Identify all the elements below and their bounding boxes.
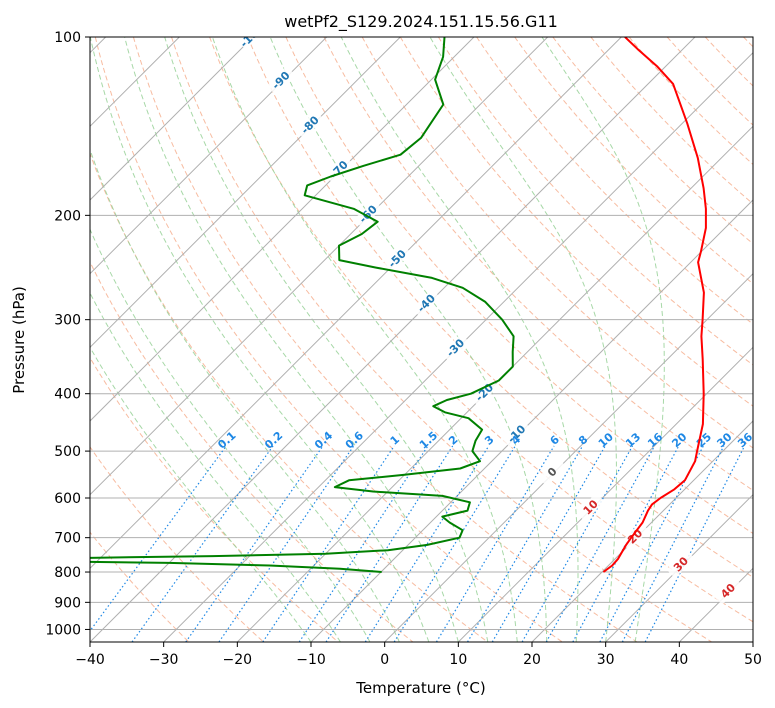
y-tick-label: 200 [54,208,81,224]
isotherm-line [753,37,775,642]
y-tick-label: 100 [54,30,81,46]
y-axis: 100 200 300 400 500 600 700 800 900 1000 [45,30,90,638]
x-axis: −40 −30 −20 −10 0 10 20 30 40 50 [75,642,762,668]
x-tick-label: −40 [75,652,105,668]
y-tick-label: 400 [54,387,81,403]
y-tick-label: 300 [54,313,81,329]
y-tick-label: 900 [54,595,81,611]
y-tick-label: 700 [54,531,81,547]
plot-background [90,37,753,642]
y-tick-label: 1000 [45,622,81,638]
x-tick-label: −30 [149,652,179,668]
y-tick-label: 800 [54,565,81,581]
y-axis-title: Pressure (hPa) [10,286,28,394]
x-tick-label: −10 [296,652,326,668]
x-tick-label: 40 [670,652,688,668]
x-tick-label: 0 [380,652,389,668]
y-tick-label: 600 [54,491,81,507]
x-tick-label: 20 [523,652,541,668]
chart-title: wetPf2_S129.2024.151.15.56.G11 [284,12,558,32]
x-axis-title: Temperature (°C) [355,679,485,697]
x-tick-label: 10 [449,652,467,668]
x-tick-label: −20 [223,652,253,668]
x-tick-label: 30 [597,652,615,668]
y-tick-label: 500 [54,444,81,460]
x-tick-label: 50 [744,652,762,668]
